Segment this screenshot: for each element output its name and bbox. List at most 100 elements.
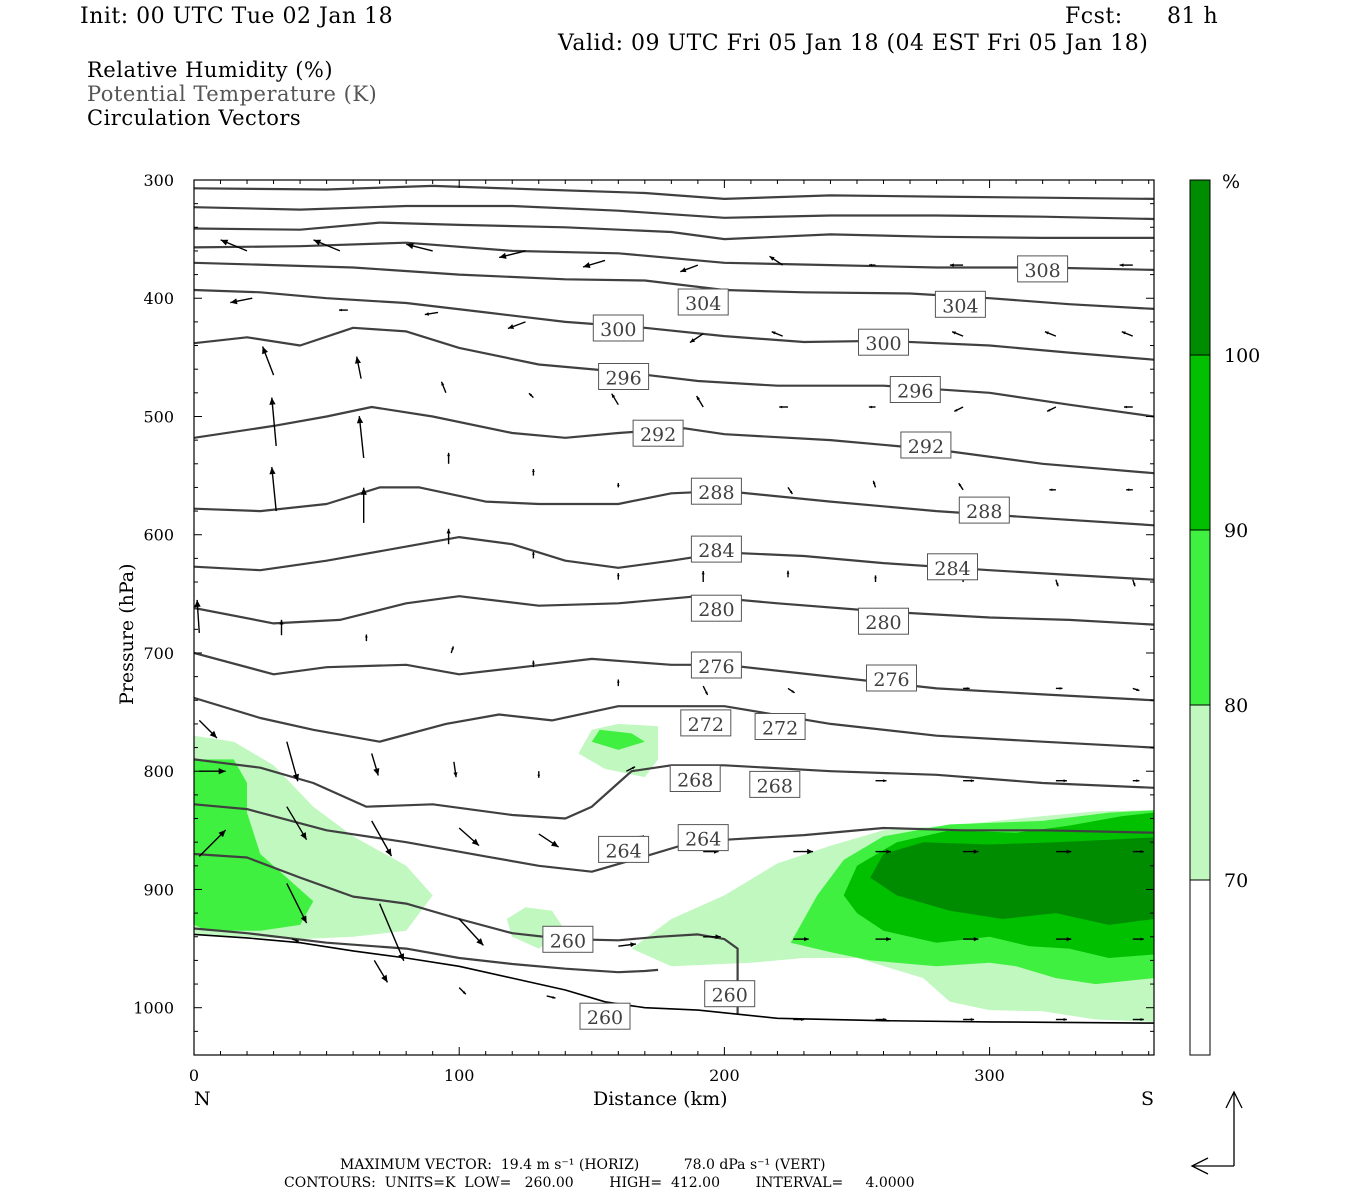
contour-label-box — [749, 770, 801, 798]
contour-label: 264 — [677, 824, 729, 852]
circulation-vector — [769, 255, 784, 266]
vector-head — [868, 405, 872, 409]
vector-head — [1140, 1018, 1144, 1021]
circulation-vector — [1055, 849, 1072, 854]
contour-label-box — [598, 363, 650, 390]
contour-label-box — [900, 431, 952, 459]
reference-vector-icon — [1190, 1090, 1243, 1175]
circulation-vector — [1132, 579, 1136, 587]
x-tick-label: 300 — [974, 1066, 1005, 1085]
vector-head — [874, 575, 877, 579]
circulation-vector — [617, 573, 620, 580]
contour-label-box — [690, 477, 742, 505]
vector-head — [801, 1018, 805, 1021]
forecast-label: Fcst: — [1065, 4, 1123, 29]
vector-head — [611, 393, 616, 398]
vector-head — [532, 660, 535, 664]
circulation-vector — [1046, 406, 1057, 413]
contour-label-text: 304 — [942, 295, 978, 317]
vector-head — [476, 938, 484, 946]
colorbar-frame — [1189, 179, 1211, 1056]
contour-label-box — [690, 535, 742, 563]
vector-head — [970, 779, 975, 783]
circulation-vector — [963, 779, 975, 783]
contour-label-box — [579, 1002, 631, 1030]
contour-label-box — [669, 765, 721, 792]
contour-label-box — [754, 713, 806, 740]
vector-head — [583, 262, 591, 268]
circulation-vector — [371, 820, 393, 857]
circulation-vector — [701, 571, 705, 582]
vector-head — [789, 490, 793, 494]
field-relative-humidity: Relative Humidity (%) — [87, 58, 334, 82]
contour-label: 260 — [704, 980, 756, 1008]
circulation-vector — [458, 827, 480, 847]
contour-label: 264 — [598, 835, 650, 863]
circulation-vector — [199, 768, 226, 775]
vector-head — [218, 768, 226, 775]
vector-head — [1136, 688, 1140, 691]
rh-region-80 — [591, 729, 645, 750]
vector-head — [292, 773, 299, 782]
circulation-vector — [793, 1018, 805, 1021]
vector-head — [804, 937, 809, 942]
theta-contour — [194, 486, 1154, 527]
circulation-vector — [1132, 687, 1140, 692]
contour-label-box — [690, 594, 742, 622]
vector-head — [462, 991, 466, 995]
circulation-vector — [378, 903, 405, 962]
vector-head — [1066, 937, 1072, 942]
circulation-vector — [793, 848, 814, 855]
colorbar-unit: % — [1222, 171, 1240, 193]
contour-label-text: 272 — [688, 714, 724, 736]
vector-head — [537, 774, 541, 778]
contour-label: 300 — [592, 314, 644, 342]
circulation-vector — [872, 480, 877, 488]
contour-label-box — [958, 496, 1010, 524]
vector-head — [230, 298, 238, 305]
vector-head — [1049, 488, 1053, 492]
vector-head — [705, 691, 708, 695]
vector-head — [617, 573, 620, 577]
circulation-vector — [286, 741, 299, 782]
contour-label: 260 — [579, 1002, 631, 1030]
contour-labels: 308 304 304 300 300 296 296 292 292 288 288 284 284 2… — [542, 255, 1069, 1030]
circulation-vector — [1132, 937, 1144, 941]
vector-head — [966, 687, 970, 690]
terrain-line — [194, 933, 1154, 1024]
circulation-vector — [371, 753, 380, 776]
vector-head — [1119, 263, 1124, 267]
vector-head — [295, 939, 299, 942]
vector-head — [385, 848, 392, 857]
theta-contour — [194, 651, 1154, 702]
rh-region-80 — [194, 759, 314, 931]
circulation-vector — [689, 333, 704, 344]
circulation-vector — [786, 570, 790, 578]
circulation-vector — [1055, 1018, 1067, 1021]
contour-label-text: 264 — [605, 840, 641, 862]
vector-head — [807, 848, 814, 855]
vector-head — [1136, 779, 1140, 782]
circulation-vector — [695, 395, 704, 408]
contour-label: 272 — [680, 709, 732, 737]
circulation-vectors — [194, 239, 1144, 1021]
contour-label-box — [858, 607, 909, 635]
theta-contour — [194, 696, 1154, 749]
circulation-vector — [963, 849, 979, 854]
circulation-vector — [618, 942, 636, 948]
y-tick-label: 600 — [143, 526, 174, 545]
vector-head — [769, 256, 775, 261]
circulation-vector — [963, 937, 979, 942]
colorbar-segment — [1190, 180, 1210, 355]
contour-label-text: 296 — [897, 381, 933, 403]
circulation-vector — [1121, 331, 1134, 337]
circulation-vector — [458, 987, 467, 995]
circulation-vector — [793, 937, 809, 942]
contour-label-text: 280 — [698, 599, 734, 621]
x-tick-label: 0 — [189, 1066, 199, 1085]
vector-head — [1140, 850, 1144, 854]
circulation-vector — [582, 259, 606, 268]
valid-time: Valid: 09 UTC Fri 05 Jan 18 (04 EST Fri … — [558, 31, 1149, 56]
colorbar-tick-label: 100 — [1224, 345, 1260, 367]
circulation-vector — [373, 960, 389, 983]
